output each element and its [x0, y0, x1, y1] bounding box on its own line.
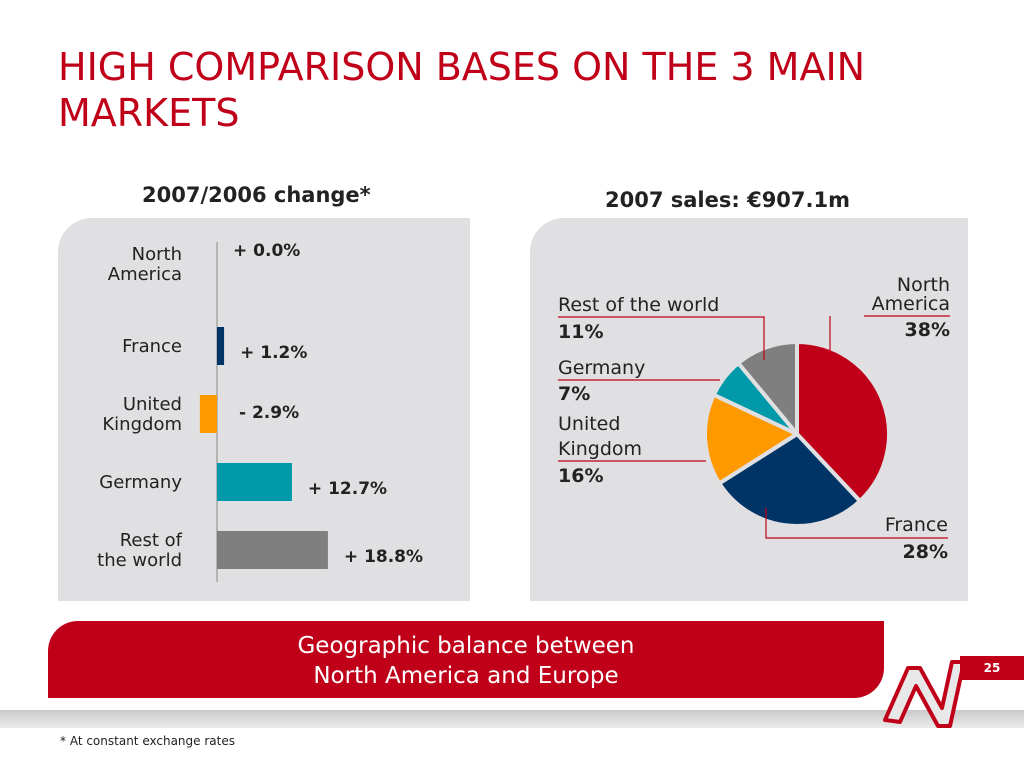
bar-category-label-line: America [108, 264, 182, 285]
bar-category-label-line: North [132, 244, 182, 265]
pie-category-label-line: United [558, 413, 620, 435]
pie-category-label-line: France [885, 514, 948, 536]
bar [217, 531, 328, 569]
company-logo [883, 660, 966, 728]
pie-chart: North America 38% France 28% Rest of the worl… [558, 274, 950, 563]
summary-banner: Geographic balance between North America… [48, 621, 884, 698]
pie-category-label-line: Germany [558, 357, 645, 379]
pie-percent-label: 11% [558, 321, 603, 343]
pie-slice [703, 392, 799, 486]
pie-category-label-line: North [897, 274, 950, 296]
bar-value-label: + 12.7% [308, 479, 387, 499]
banner-line: Geographic balance between [297, 633, 635, 659]
bar-value-label: - 2.9% [239, 403, 299, 423]
bar-category-label-line: Kingdom [102, 414, 182, 435]
bar-value-label: + 1.2% [240, 343, 307, 363]
bar-category-label: North America [108, 244, 182, 285]
bar-category-label: United Kingdom [102, 394, 182, 435]
bar [217, 327, 225, 365]
pie-percent-label: 38% [905, 319, 950, 341]
page-number: 25 [960, 656, 1024, 680]
bar-category-label-line: the world [97, 550, 182, 571]
slide-title: HIGH COMPARISON BASES ON THE 3 MAIN MARK… [58, 44, 1008, 136]
bar-category-label: Rest of the world [97, 530, 182, 571]
pie-category-label: North America [872, 274, 950, 315]
bar-category-label-line: France [122, 336, 182, 357]
bar-category-label: France [122, 336, 182, 357]
bar [199, 395, 217, 433]
pie-percent-label: 16% [558, 465, 603, 487]
footnote: * At constant exchange rates [60, 734, 235, 748]
pie-slice [736, 340, 799, 436]
pie-category-label: United Kingdom [558, 413, 642, 460]
pie-chart-title: 2007 sales: €907.1m [605, 188, 850, 212]
pie-slice [795, 340, 891, 504]
slide-title-line: HIGH COMPARISON BASES ON THE 3 MAIN [58, 45, 866, 89]
pie-category-label-line: Kingdom [558, 438, 642, 460]
pie-category-label-line: America [872, 293, 950, 315]
bar-value-label: + 0.0% [233, 241, 300, 261]
footer-band [0, 710, 1024, 728]
bar-category-label-line: Rest of [120, 530, 183, 551]
pie-slice [717, 432, 862, 529]
pie-percent-label: 7% [558, 383, 590, 405]
bar-category-label-line: United [123, 394, 182, 415]
bar-chart-title: 2007/2006 change* [142, 183, 371, 207]
bar [217, 463, 292, 501]
pie-category-label: France [885, 514, 948, 536]
pie-category-label: Germany [558, 357, 645, 379]
slide-title-line: MARKETS [58, 91, 240, 135]
bar-category-label: Germany [99, 472, 182, 493]
pie-chart-panel: North America 38% France 28% Rest of the worl… [530, 218, 968, 601]
bar-value-label: + 18.8% [344, 547, 423, 567]
pie-category-label-line: Rest of the world [558, 294, 719, 316]
pie-leader-line [765, 508, 948, 539]
pie-percent-label: 28% [903, 541, 948, 563]
pie-leader-line [558, 316, 765, 360]
bar-chart-panel: North America + 0.0% France + 1.2% United King… [58, 218, 470, 601]
pie-category-label: Rest of the world [558, 294, 719, 316]
bar-category-label-line: Germany [99, 472, 182, 493]
banner-line: North America and Europe [313, 663, 619, 689]
bar-chart: North America + 0.0% France + 1.2% United King… [97, 241, 423, 582]
